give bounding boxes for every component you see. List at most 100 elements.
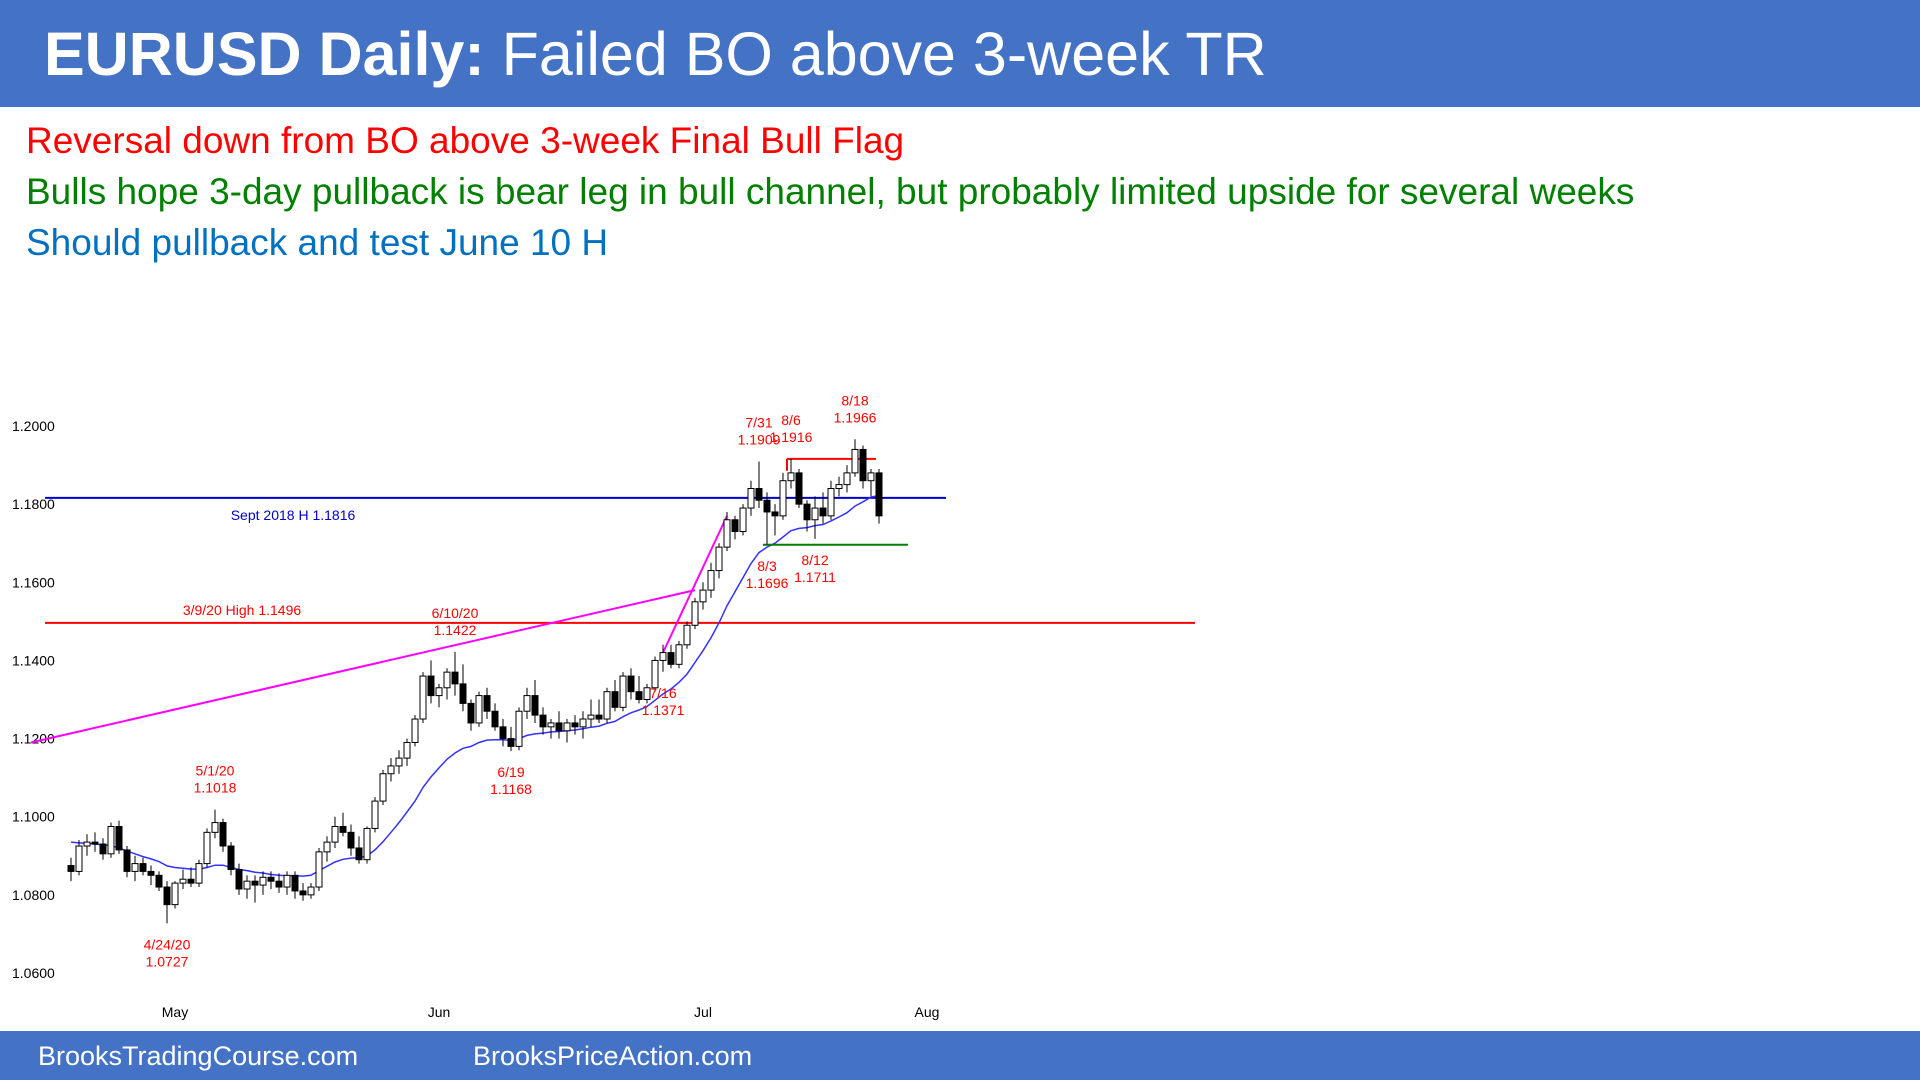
footer-right-site[interactable]: BrooksPriceAction.com bbox=[473, 1041, 753, 1071]
candle bbox=[747, 480, 755, 516]
price-annotation: 4/24/20 bbox=[144, 936, 191, 952]
candle bbox=[411, 715, 419, 747]
price-annotation: 1.1018 bbox=[194, 780, 237, 796]
price-annotation: 1.1371 bbox=[642, 702, 685, 718]
candle bbox=[787, 458, 795, 489]
candle-body bbox=[443, 671, 451, 689]
candle-body bbox=[875, 472, 883, 517]
candle-body bbox=[427, 675, 435, 697]
note-reversal: Reversal down from BO above 3-week Final… bbox=[26, 120, 905, 161]
candle bbox=[299, 883, 307, 901]
price-annotation: 7/31 bbox=[745, 415, 772, 431]
candle bbox=[507, 726, 515, 752]
candle-body bbox=[219, 822, 227, 847]
candle bbox=[667, 644, 675, 669]
candle bbox=[611, 679, 619, 712]
candle-body bbox=[83, 841, 91, 847]
price-annotation: 7/16 bbox=[649, 685, 676, 701]
candle bbox=[451, 651, 459, 696]
candle bbox=[491, 703, 499, 731]
candle-body bbox=[459, 683, 467, 704]
candle-body bbox=[91, 841, 99, 845]
price-annotation: 1.1696 bbox=[746, 575, 789, 591]
candle bbox=[755, 461, 763, 509]
candle-body bbox=[227, 845, 235, 870]
candle-body bbox=[315, 851, 323, 888]
candle-body bbox=[163, 886, 171, 906]
candle bbox=[803, 500, 811, 532]
candle-body bbox=[491, 710, 499, 728]
sept-2018-high-label: Sept 2018 H 1.1816 bbox=[231, 507, 356, 523]
candle-body bbox=[347, 831, 355, 849]
candle-body bbox=[251, 880, 259, 886]
candle-body bbox=[819, 507, 827, 517]
candle bbox=[139, 857, 147, 876]
candle bbox=[307, 883, 315, 899]
candle bbox=[363, 826, 371, 864]
candle-body bbox=[379, 773, 387, 802]
candle bbox=[651, 656, 659, 692]
candle-body bbox=[643, 687, 651, 700]
candle bbox=[99, 838, 107, 860]
title-bold: EURUSD Daily: bbox=[44, 20, 485, 88]
candle bbox=[683, 621, 691, 649]
candle bbox=[731, 515, 739, 540]
candle-body bbox=[651, 659, 659, 689]
page-title: EURUSD Daily: Failed BO above 3-week TR bbox=[44, 14, 1267, 94]
candle-body bbox=[451, 671, 459, 685]
candle bbox=[323, 836, 331, 862]
candle-body bbox=[131, 863, 139, 872]
candle-body bbox=[691, 601, 699, 626]
candle bbox=[811, 496, 819, 539]
candle-body bbox=[99, 843, 107, 855]
y-tick-label: 1.1800 bbox=[12, 496, 55, 512]
footer-bar: BrooksTradingCourse.com BrooksPriceActio… bbox=[0, 1031, 1920, 1080]
price-annotation: 8/6 bbox=[781, 412, 801, 428]
candle bbox=[603, 687, 611, 723]
candle bbox=[91, 832, 99, 852]
candle bbox=[539, 707, 547, 735]
footer-left-site[interactable]: BrooksTradingCourse.com bbox=[38, 1041, 359, 1071]
candle bbox=[459, 664, 467, 712]
candle bbox=[563, 719, 571, 743]
candle bbox=[579, 711, 587, 739]
candle-body bbox=[323, 841, 331, 853]
price-annotation: 8/3 bbox=[757, 558, 777, 574]
candle bbox=[795, 468, 803, 509]
trendline-spike bbox=[662, 515, 728, 654]
candle-body bbox=[523, 695, 531, 712]
candle bbox=[763, 492, 771, 545]
candle bbox=[435, 683, 443, 708]
candle-body bbox=[571, 722, 579, 728]
ema-line bbox=[70, 494, 880, 877]
candle-body bbox=[507, 738, 515, 747]
candle bbox=[675, 640, 683, 669]
candle-body bbox=[531, 695, 539, 716]
candle-body bbox=[595, 714, 603, 720]
candle bbox=[195, 859, 203, 888]
candle-body bbox=[683, 624, 691, 646]
candle-body bbox=[499, 726, 507, 740]
x-tick-label: Aug bbox=[915, 1004, 940, 1020]
candle bbox=[867, 468, 875, 497]
trendline-june bbox=[30, 589, 696, 744]
candle bbox=[123, 846, 131, 878]
price-annotation: 1.1422 bbox=[434, 622, 477, 638]
candle bbox=[851, 439, 859, 477]
candle-body bbox=[363, 827, 371, 861]
candle bbox=[267, 871, 275, 889]
candle-body bbox=[355, 847, 363, 861]
candle-body bbox=[859, 448, 867, 482]
candle-body bbox=[307, 886, 315, 896]
candle-body bbox=[283, 874, 291, 888]
candle bbox=[403, 738, 411, 766]
candle bbox=[555, 711, 563, 739]
x-tick-label: May bbox=[162, 1004, 188, 1020]
candle bbox=[443, 668, 451, 700]
candle bbox=[627, 668, 635, 700]
candle-body bbox=[155, 874, 163, 888]
candle-body bbox=[403, 741, 411, 759]
title-rest: Failed BO above 3-week TR bbox=[484, 20, 1267, 88]
candle bbox=[131, 855, 139, 882]
candle bbox=[571, 715, 579, 735]
